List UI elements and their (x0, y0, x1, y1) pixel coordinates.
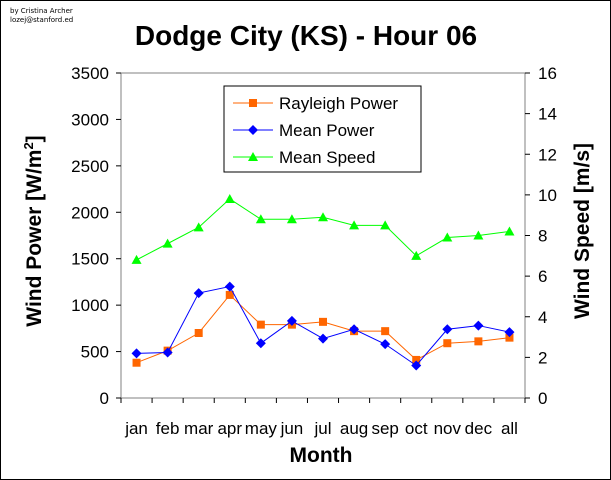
x-tick-label: sep (371, 419, 398, 438)
data-point-rayleigh-power (412, 355, 421, 364)
x-tick-label: mar (184, 419, 214, 438)
data-point-mean-speed (473, 230, 484, 240)
y-axis-title-superscript: 2 (21, 142, 36, 149)
data-point-mean-speed (131, 254, 142, 264)
x-tick-label: jul (313, 419, 331, 438)
data-point-rayleigh-power (225, 290, 234, 299)
x-tick-label: nov (434, 419, 462, 438)
data-point-mean-speed (411, 250, 422, 260)
y-axis-title: Wind Power [W/m2] (21, 135, 46, 326)
y2-axis-ticks: 0 2 4 6 8 10 12 14 16 (525, 64, 557, 408)
x-tick-label: may (245, 419, 278, 438)
data-point-rayleigh-power (319, 317, 327, 326)
y2-tick-label: 14 (538, 105, 557, 124)
legend-label-mean-speed: Mean Speed (279, 148, 375, 167)
data-point-mean-speed (442, 232, 453, 242)
chart-title: Dodge City (KS) - Hour 06 (135, 20, 477, 51)
data-point-rayleigh-power (474, 337, 483, 346)
legend-marker-mean-power (248, 125, 258, 135)
data-point-mean-speed (286, 214, 297, 224)
credit-line-1: by Cristina Archer (10, 7, 73, 15)
data-point-rayleigh-power (256, 320, 265, 329)
data-point-mean-speed (193, 222, 204, 232)
y2-axis-title: Wind Speed [m/s] (571, 143, 594, 319)
y2-tick-label: 10 (538, 186, 557, 205)
y-tick-label: 3000 (71, 110, 109, 129)
legend-items: Rayleigh Power Mean Power Mean Speed (233, 94, 398, 167)
data-point-mean-power (224, 281, 235, 292)
y2-tick-label: 12 (538, 145, 557, 164)
y-tick-label: 0 (100, 389, 109, 408)
y2-tick-label: 0 (538, 389, 547, 408)
y-tick-label: 1000 (71, 296, 109, 315)
x-tick-label: oct (405, 419, 428, 438)
data-point-mean-power (255, 338, 266, 349)
x-tick-label: apr (217, 419, 242, 438)
data-point-mean-speed (504, 226, 515, 236)
data-point-mean-speed (380, 220, 391, 230)
x-axis-title: Month (290, 444, 353, 467)
x-axis-ticks: jan feb mar apr may jun jul aug sep oct nov dec all (120, 398, 526, 438)
data-point-rayleigh-power (443, 339, 452, 348)
x-tick-label: aug (340, 419, 368, 438)
legend-marker-rayleigh-power (249, 99, 257, 107)
y-tick-label: 2500 (71, 157, 109, 176)
legend-marker-mean-speed (248, 152, 258, 161)
y-axis-title-end: ] (23, 135, 46, 142)
data-point-mean-power (411, 360, 422, 371)
data-point-mean-speed (255, 214, 266, 224)
data-point-mean-speed (162, 238, 173, 248)
legend-label-mean-power: Mean Power (279, 121, 375, 140)
data-point-mean-power (162, 347, 173, 358)
data-point-mean-power (131, 348, 142, 359)
data-point-mean-power (349, 324, 360, 335)
x-tick-label: jun (280, 419, 304, 438)
data-point-mean-power (504, 327, 515, 338)
data-point-rayleigh-power (381, 327, 390, 336)
y2-tick-label: 16 (538, 64, 557, 83)
data-point-mean-power (286, 315, 297, 326)
y2-tick-label: 4 (538, 308, 547, 327)
data-point-mean-speed (318, 212, 328, 222)
y-axis-ticks: 0 500 1000 1500 2000 2500 3000 3500 (71, 64, 121, 408)
data-point-rayleigh-power (505, 333, 514, 342)
data-point-mean-power (473, 320, 484, 331)
y2-tick-label: 2 (538, 348, 547, 367)
legend: Rayleigh Power Mean Power Mean Speed (223, 85, 422, 173)
y-tick-label: 1500 (71, 250, 109, 269)
y-tick-label: 3500 (71, 64, 109, 83)
y-axis-title-main: Wind Power [W/m (23, 150, 46, 327)
x-tick-label: feb (156, 419, 180, 438)
data-point-mean-power (380, 339, 391, 350)
x-tick-label: all (501, 419, 518, 438)
data-point-mean-power (318, 333, 328, 344)
series-layer (131, 193, 515, 371)
y2-tick-label: 6 (538, 267, 547, 286)
y-tick-label: 500 (81, 343, 109, 362)
data-point-rayleigh-power (194, 329, 203, 337)
y-tick-label: 2000 (71, 203, 109, 222)
data-point-mean-speed (224, 193, 235, 203)
data-point-mean-power (193, 288, 204, 299)
x-tick-label: dec (465, 419, 493, 438)
data-point-mean-power (442, 324, 453, 335)
data-point-rayleigh-power (132, 358, 141, 367)
legend-label-rayleigh-power: Rayleigh Power (279, 94, 398, 113)
y2-tick-label: 8 (538, 227, 547, 246)
data-point-mean-speed (349, 220, 360, 230)
credit-line-2: lozej@stanford.ed (10, 16, 74, 24)
x-tick-label: jan (124, 419, 148, 438)
